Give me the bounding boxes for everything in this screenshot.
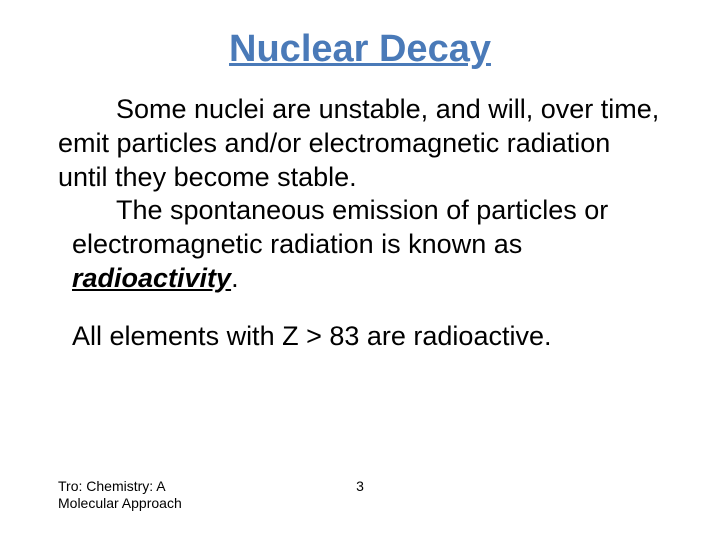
definition-pre: The spontaneous emission of particles or… — [72, 195, 608, 259]
footer-page-number: 3 — [58, 478, 662, 494]
definition-post: . — [231, 263, 239, 293]
slide-body: Some nuclei are unstable, and will, over… — [58, 93, 662, 353]
term-radioactivity: radioactivity — [72, 263, 231, 293]
slide-title: Nuclear Decay — [58, 28, 662, 71]
slide-footer: Tro: Chemistry: A Molecular Approach 3 — [58, 478, 662, 512]
paragraph-intro: Some nuclei are unstable, and will, over… — [58, 93, 662, 194]
paragraph-definition: The spontaneous emission of particles or… — [72, 194, 662, 295]
footer-source-line2: Molecular Approach — [58, 495, 182, 512]
slide: Nuclear Decay Some nuclei are unstable, … — [0, 0, 720, 540]
paragraph-fact: All elements with Z > 83 are radioactive… — [72, 320, 662, 354]
